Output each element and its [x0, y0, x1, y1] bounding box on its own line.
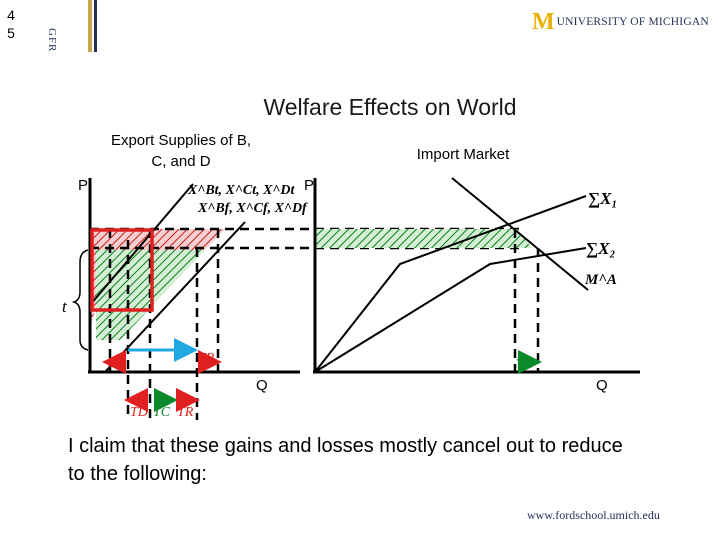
footer-url: www.fordschool.umich.edu: [527, 508, 660, 522]
td-label: TD: [108, 356, 126, 371]
import-market-label: Import Market: [416, 146, 510, 163]
import-q-label: Q: [596, 377, 608, 394]
red-highlight-box: [90, 228, 154, 312]
sum-x1-curve: [314, 195, 587, 373]
sum-x2-label: ∑X₂: [586, 239, 615, 258]
university-name: UNIVERSITY OF MICHIGAN: [556, 16, 709, 28]
export-supplies-label: Export Supplies of B, C, and D: [110, 132, 252, 170]
red-hatched-area: [90, 229, 225, 250]
bottom-tr-label: TR: [177, 405, 194, 420]
gfr-header-bar: GFR: [46, 0, 100, 52]
import-p-label: P: [304, 177, 314, 194]
block-m-logo-icon: M: [532, 9, 555, 35]
bottom-tc-label: TC: [153, 405, 171, 420]
slide-number: 4 5: [4, 6, 18, 42]
free-curve-label: X^Bf, X^Cf, X^Df: [197, 201, 308, 216]
tr-label: TR: [198, 351, 215, 366]
tariff-curve-label: X^Bt, X^Ct, X^Dt: [187, 183, 296, 198]
gold-bar: [88, 0, 92, 52]
import-panel: TC P Q ∑X₁ ∑X₂ M^A: [304, 177, 640, 394]
import-green-hatched-band: [315, 229, 532, 248]
export-q-label: Q: [256, 377, 268, 394]
claim-text: I claim that these gains and losses most…: [68, 435, 623, 485]
sum-x2-curve: [314, 247, 587, 373]
import-demand-curve: [451, 177, 589, 291]
slide-number-digit-2: 5: [7, 25, 15, 41]
supply-curve-with-tariff: [89, 183, 194, 306]
bottom-td-label: TD: [130, 405, 148, 420]
slide-title: Welfare Effects on World: [263, 94, 517, 120]
t-label: t: [62, 297, 68, 316]
university-logo: M UNIVERSITY OF MICHIGAN: [532, 10, 709, 34]
sum-x1-label: ∑X₁: [588, 189, 617, 208]
export-panel: t P Q X^Bt, X^Ct, X^Dt X^Bf, X^Cf, X^Df …: [62, 177, 520, 420]
slide-number-digit-1: 4: [7, 7, 15, 23]
t-brace: [71, 249, 89, 351]
ma-label: M^A: [584, 272, 617, 288]
tc-label: TC: [516, 357, 534, 372]
navy-bar: [94, 0, 97, 52]
export-p-label: P: [78, 177, 88, 194]
